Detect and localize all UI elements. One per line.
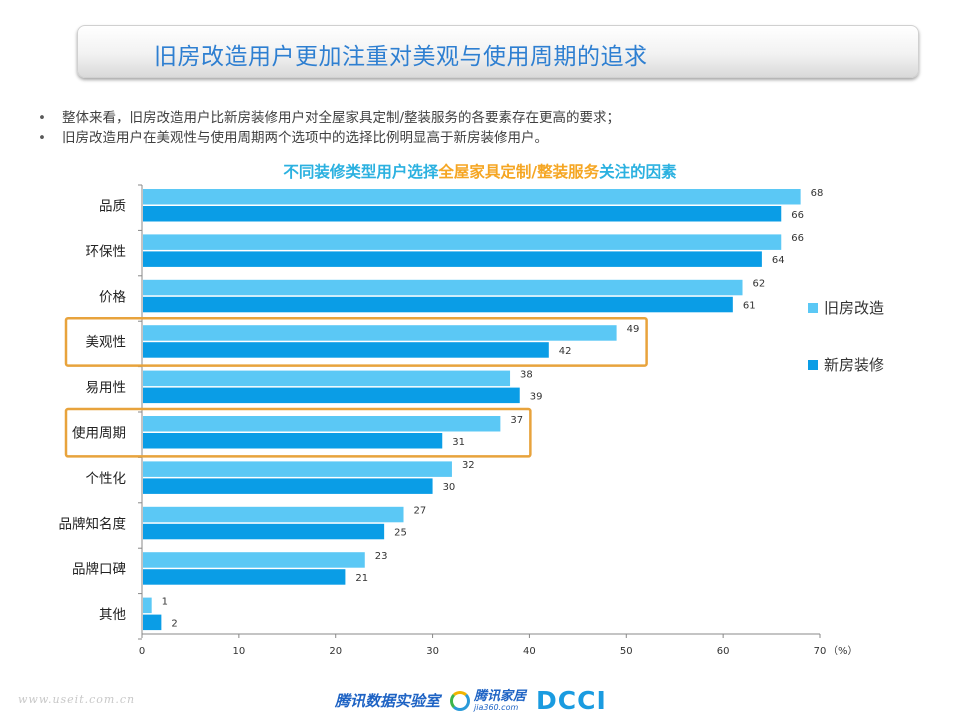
chart-title-part3: 关注的因素 bbox=[599, 163, 677, 181]
bar-new-1 bbox=[143, 251, 762, 267]
highlight-box bbox=[64, 316, 648, 367]
bullet-text: 整体来看，旧房改造用户比新房装修用户对全屋家具定制/整装服务的各要素存在更高的要… bbox=[62, 110, 621, 126]
data-label: 25 bbox=[394, 528, 407, 539]
category-label: 品牌口碑 bbox=[72, 561, 126, 578]
bullet-glyph: • bbox=[38, 130, 46, 146]
legend-item-new: 新房装修 bbox=[808, 354, 884, 375]
summary-bullets: • 整体来看，旧房改造用户比新房装修用户对全屋家具定制/整装服务的各要素存在更高… bbox=[38, 108, 938, 148]
category-label: 个性化 bbox=[86, 471, 127, 487]
bar-old-1 bbox=[143, 234, 782, 250]
category-label: 使用周期 bbox=[72, 425, 126, 442]
bar-new-0 bbox=[143, 206, 782, 222]
watermark-text: www.useit.com.cn bbox=[18, 693, 136, 706]
x-axis-unit-label: （%） bbox=[828, 645, 858, 657]
bullet-item: • 旧房改造用户在美观性与使用周期两个选项中的选择比例明显高于新房装修用户。 bbox=[38, 128, 938, 148]
tencent-jia-circle-icon bbox=[450, 690, 471, 711]
legend-label-new: 新房装修 bbox=[824, 356, 885, 374]
data-label: 66 bbox=[791, 210, 804, 221]
data-label: 23 bbox=[375, 551, 388, 562]
tencent-jia-logo: 腾讯家居 jia360.com bbox=[450, 690, 526, 712]
bar-old-6 bbox=[143, 461, 452, 477]
bar-old-9 bbox=[143, 597, 152, 614]
bullet-text: 旧房改造用户在美观性与使用周期两个选项中的选择比例明显高于新房装修用户。 bbox=[62, 130, 548, 146]
bar-new-4 bbox=[143, 387, 520, 404]
bar-old-3 bbox=[143, 325, 617, 341]
data-label: 21 bbox=[355, 573, 368, 584]
bar-new-8 bbox=[143, 569, 346, 585]
bar-new-6 bbox=[143, 478, 433, 494]
bar-old-5 bbox=[143, 416, 501, 432]
x-tick-label: 60 bbox=[717, 646, 730, 657]
data-label: 1 bbox=[162, 596, 168, 607]
page-title: 旧房改造用户更加注重对美观与使用周期的追求 bbox=[154, 44, 648, 70]
bar-old-2 bbox=[143, 279, 743, 296]
tencent-data-lab-logo: 腾讯数据实验室 bbox=[335, 692, 441, 710]
data-label: 49 bbox=[627, 324, 640, 335]
legend-swatch-new bbox=[808, 359, 818, 370]
bar-new-7 bbox=[143, 523, 385, 540]
highlight-box bbox=[64, 407, 532, 458]
tencent-jia-label: 腾讯家居 bbox=[474, 688, 527, 704]
dcci-logo: DCCI bbox=[536, 686, 607, 715]
bar-new-2 bbox=[143, 296, 733, 313]
data-label: 68 bbox=[811, 188, 824, 199]
data-label: 62 bbox=[753, 279, 766, 290]
legend-label-old: 旧房改造 bbox=[824, 299, 885, 317]
category-label: 价格 bbox=[99, 289, 126, 305]
chart-title-part1: 不同装修类型用户选择 bbox=[283, 163, 439, 181]
category-label: 品牌知名度 bbox=[59, 515, 127, 532]
tencent-jia-sub: jia360.com bbox=[474, 702, 519, 712]
data-label: 61 bbox=[743, 301, 756, 312]
bullet-glyph: • bbox=[38, 110, 46, 126]
bar-old-0 bbox=[143, 189, 801, 205]
category-label: 美观性 bbox=[86, 335, 127, 351]
x-tick-label: 0 bbox=[139, 646, 145, 657]
data-label: 42 bbox=[559, 346, 572, 357]
bar-old-4 bbox=[143, 370, 511, 387]
x-tick-label: 10 bbox=[232, 646, 245, 657]
data-label: 2 bbox=[171, 618, 177, 629]
footer-logos: 腾讯数据实验室 腾讯家居 jia360.com DCCI bbox=[335, 686, 607, 715]
category-label: 其他 bbox=[99, 607, 126, 623]
data-label: 64 bbox=[772, 255, 785, 266]
bullet-item: • 整体来看，旧房改造用户比新房装修用户对全屋家具定制/整装服务的各要素存在更高… bbox=[38, 108, 938, 128]
data-label: 30 bbox=[443, 482, 456, 493]
chart-title: 不同装修类型用户选择全屋家具定制/整装服务关注的因素 bbox=[0, 160, 960, 182]
data-label: 66 bbox=[791, 233, 804, 244]
x-tick-label: 20 bbox=[329, 646, 342, 657]
legend-item-old: 旧房改造 bbox=[808, 297, 884, 318]
x-tick-label: 70 bbox=[814, 646, 827, 657]
category-label: 易用性 bbox=[86, 380, 127, 396]
bar-old-8 bbox=[143, 552, 365, 568]
bar-new-3 bbox=[143, 342, 549, 358]
data-label: 39 bbox=[530, 391, 543, 402]
x-tick-label: 30 bbox=[426, 646, 439, 657]
x-tick-label: 50 bbox=[620, 646, 633, 657]
category-label: 环保性 bbox=[86, 244, 127, 260]
data-label: 31 bbox=[452, 437, 465, 448]
legend-swatch-old bbox=[808, 302, 818, 313]
bar-new-5 bbox=[143, 433, 443, 449]
category-label: 品质 bbox=[99, 199, 126, 215]
bar-old-7 bbox=[143, 506, 404, 523]
data-label: 32 bbox=[462, 460, 475, 471]
data-label: 37 bbox=[510, 415, 523, 426]
bar-new-9 bbox=[143, 614, 162, 631]
title-banner: 旧房改造用户更加注重对美观与使用周期的追求 bbox=[77, 25, 919, 78]
data-label: 38 bbox=[520, 369, 533, 380]
data-label: 27 bbox=[414, 506, 427, 517]
chart-title-highlight: 全屋家具定制/整装服务 bbox=[438, 163, 600, 181]
x-tick-label: 40 bbox=[523, 646, 536, 657]
